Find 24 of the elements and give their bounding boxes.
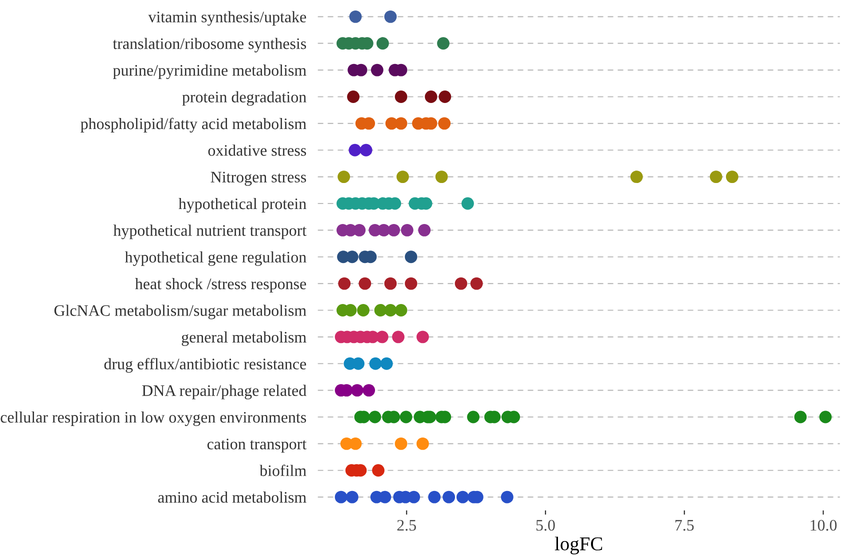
y-tick-label: hypothetical nutrient transport	[113, 224, 307, 240]
y-tick-label: hypothetical protein	[178, 198, 306, 212]
y-tick-label: amino acid metabolism	[158, 492, 306, 503]
y-tick-label: heat shock /stress response	[135, 278, 306, 293]
x-tick-label: 5.0	[536, 520, 555, 531]
y-tick-label: Nitrogen stress	[210, 172, 306, 186]
y-tick-label: hypothetical gene regulation	[124, 251, 306, 266]
x-tick-label: 10.0	[810, 520, 837, 531]
y-tick-label: GlcNAC metabolism/sugar metabolism	[54, 304, 306, 320]
y-tick-label: translation/ribosome synthesis	[112, 38, 306, 52]
y-tick-label: vitamin synthesis/uptake	[148, 11, 306, 26]
y-tick-label: drug efflux/antibiotic resistance	[104, 358, 306, 373]
y-tick-label: phospholipid/fatty acid metabolism	[80, 118, 306, 132]
y-tick-label: biofilm	[260, 464, 306, 476]
x-axis-title: logFC	[554, 536, 602, 554]
y-tick-label: DNA repair/phage related	[142, 384, 306, 400]
y-tick-label: general metabolism	[182, 331, 306, 346]
y-tick-label: cellular respiration in low oxygen environments	[0, 411, 306, 426]
y-tick-label: cation transport	[207, 438, 307, 453]
x-tick-label: 7.5	[675, 520, 694, 531]
x-tick-label: 2.5	[397, 520, 416, 531]
y-tick-label: oxidative stress	[208, 144, 306, 156]
y-tick-label: protein degradation	[182, 91, 306, 106]
y-tick-label: purine/pyrimidine metabolism	[113, 64, 306, 80]
